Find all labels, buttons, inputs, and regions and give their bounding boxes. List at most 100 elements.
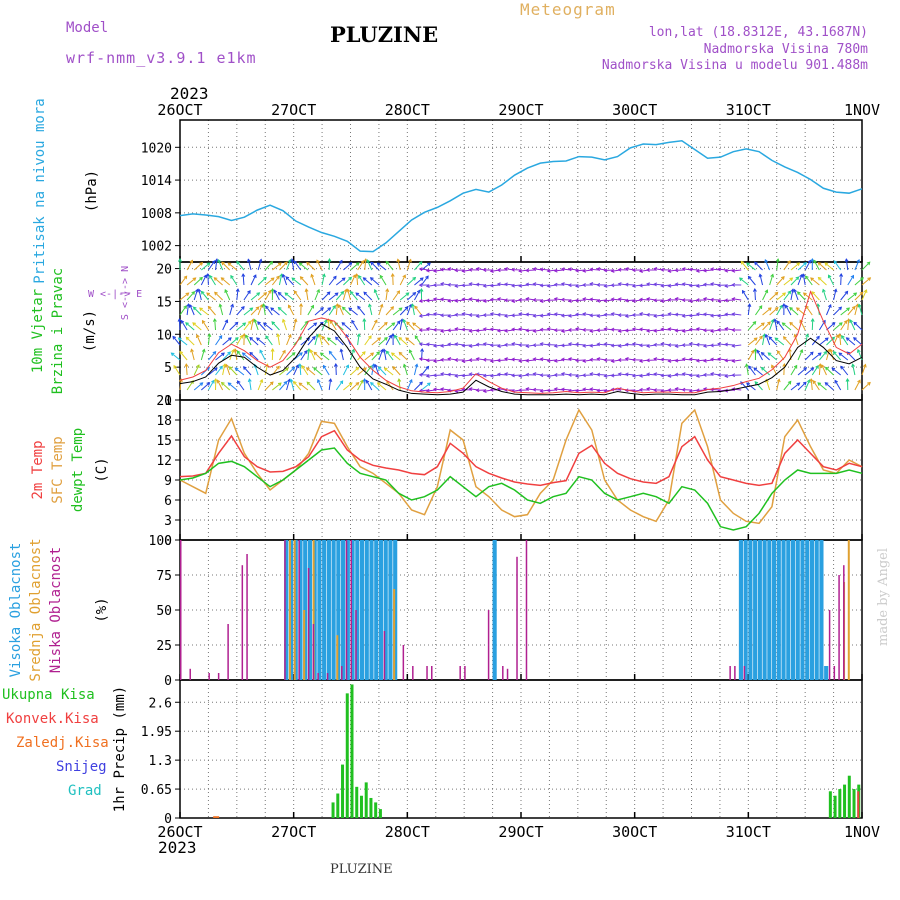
wind-arrow: [748, 365, 756, 376]
wind-arrow: [689, 268, 699, 271]
wind-arrow-head: [356, 333, 361, 338]
wind-arrow-head: [793, 288, 797, 293]
wind-arrow: [841, 335, 849, 346]
wind-arrow-head: [338, 304, 342, 309]
wind-arrow-head: [845, 337, 850, 341]
wind-arrow-head: [361, 351, 366, 355]
wind-arrow-head: [834, 379, 838, 384]
wind-arrow-head: [567, 298, 572, 303]
wind-arrow-head: [259, 378, 264, 383]
wind-arrow: [385, 289, 388, 301]
wind-arrow: [747, 304, 751, 316]
wind-arrow: [448, 343, 458, 346]
wind-arrow-head: [233, 348, 238, 353]
wind-arrow-head: [596, 313, 601, 318]
wind-arrow-head: [277, 382, 282, 387]
precip-total-bar: [359, 795, 363, 818]
wind-arrow-head: [511, 313, 515, 318]
wind-arrow-head: [320, 307, 324, 311]
wind-arrow: [366, 259, 373, 271]
dewpt-line: [179, 447, 863, 531]
wind-arrow-head: [767, 321, 771, 326]
wind-arrow: [200, 349, 205, 361]
precip-legend-item: Grad: [68, 783, 102, 799]
wind-arrow-head: [760, 351, 765, 356]
wind-arrow-head: [709, 343, 714, 348]
wind-arrow: [279, 350, 286, 361]
wind-arrow: [270, 307, 280, 316]
wind-arrow-head: [432, 327, 437, 332]
wind-arrow: [732, 359, 742, 362]
wind-arrow-head: [807, 259, 812, 264]
pressure-ylabel: Pritisak na nivou mora: [32, 98, 48, 283]
wind-arrow-head: [345, 364, 350, 369]
wind-arrow: [179, 292, 189, 301]
wind-arrow-head: [355, 366, 360, 371]
wind-arrow-head: [610, 373, 615, 378]
cloud-low-bar: [227, 624, 229, 680]
wind-arrow-head: [567, 283, 572, 288]
wind-arrow-head: [185, 322, 189, 326]
wind-arrow-head: [432, 268, 437, 273]
wind-arrow: [293, 260, 302, 271]
wind-arrow-head: [667, 358, 672, 363]
elevation-label: Nadmorska Visina 780m: [703, 42, 868, 57]
wind-arrow-head: [841, 335, 845, 339]
wind-arrow-head: [717, 357, 722, 362]
wind-arrow: [180, 320, 188, 331]
wind-arrow-head: [414, 305, 418, 310]
wind-arrow-head: [482, 268, 487, 273]
wind-arrow-head: [695, 312, 700, 317]
wind-arrow-head: [496, 358, 501, 363]
wind-arrow-head: [390, 352, 395, 357]
precip-frozen-bar: [213, 816, 220, 818]
wind-arrow-head: [532, 282, 537, 287]
wind-arrow: [378, 322, 388, 331]
wind-arrow-head: [341, 322, 346, 326]
wind-arrow: [173, 365, 181, 376]
model-label: Model: [66, 20, 109, 36]
wind-arrow: [847, 318, 850, 331]
wind-arrow-head: [810, 367, 815, 371]
wind-arrow-head: [731, 282, 736, 287]
cloud-high-bar: [355, 540, 360, 680]
wind-arrow: [350, 291, 358, 301]
cloud-low-bar: [734, 666, 736, 680]
wind-arrow-head: [667, 373, 672, 378]
wind-arrow-head: [709, 297, 714, 302]
wind-arrow-head: [482, 283, 487, 288]
temp2m-line: [179, 429, 863, 487]
wind-arrow-head: [768, 336, 773, 341]
wind-arrow-head: [820, 364, 825, 369]
wind-arrow-head: [306, 348, 311, 352]
cloud-high-bar: [776, 540, 781, 680]
wind-arrow: [293, 319, 297, 331]
wind-arrow-head: [575, 342, 579, 347]
wind-arrow-head: [290, 258, 295, 263]
wind-arrow: [248, 379, 252, 391]
wind-arrow-head: [258, 258, 263, 263]
wind-arrow-head: [418, 267, 423, 272]
wind-arrow-head: [313, 367, 317, 371]
wind-arrow-head: [405, 337, 410, 341]
y-tick-label: 1014: [141, 174, 172, 189]
wind-arrow-head: [624, 314, 629, 318]
cloud-unit: (%): [94, 597, 110, 622]
wind-arrow: [854, 259, 860, 271]
wind-arrow-head: [589, 372, 594, 377]
wind-arrow: [214, 291, 223, 301]
y-tick-label: 75: [156, 569, 172, 584]
wind-arrow-head: [546, 342, 551, 347]
wind-arrow-head: [475, 342, 480, 347]
wind-arrow: [661, 374, 671, 377]
wind-arrow-head: [263, 292, 268, 296]
wind-arrow: [732, 269, 742, 272]
wind-arrow-head: [575, 327, 580, 331]
wind-arrow: [256, 337, 266, 346]
wind-arrow-head: [681, 372, 686, 377]
wind-arrow: [804, 379, 811, 391]
y-tick-label: 10: [156, 328, 172, 343]
wind-arrow-head: [653, 357, 658, 362]
wind-arrow: [774, 319, 778, 331]
wind-arrow: [440, 344, 451, 347]
